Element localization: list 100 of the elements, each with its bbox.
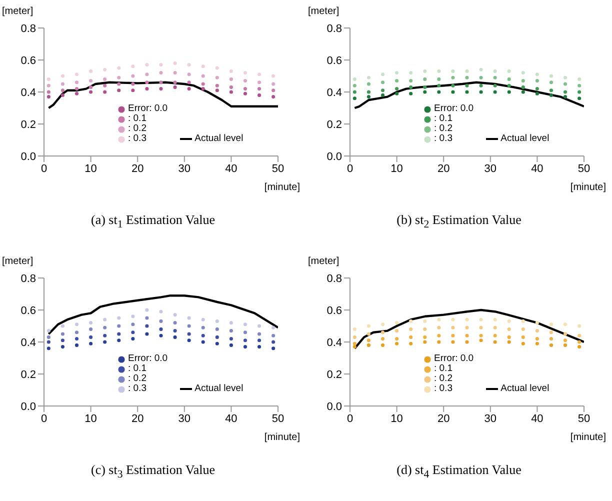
point	[493, 69, 497, 73]
point	[46, 84, 50, 88]
point	[535, 79, 539, 83]
point	[131, 322, 135, 326]
point	[243, 79, 248, 83]
point	[131, 82, 135, 86]
point	[201, 326, 205, 330]
point	[46, 95, 50, 99]
point	[563, 90, 568, 94]
point	[272, 95, 276, 99]
point	[380, 93, 385, 97]
point	[521, 71, 525, 75]
legend-label: : 0.3	[128, 133, 146, 144]
point	[257, 324, 262, 328]
point	[243, 345, 248, 349]
point	[535, 87, 539, 91]
y-tick-label: 0.2	[326, 118, 342, 131]
point	[215, 66, 219, 70]
point	[563, 322, 568, 326]
x-tick-label: 40	[531, 162, 544, 175]
point	[46, 329, 50, 333]
point	[60, 338, 65, 342]
point	[352, 345, 356, 349]
point	[257, 338, 262, 342]
point	[578, 90, 582, 94]
point	[437, 340, 441, 344]
point	[173, 335, 177, 339]
legend-label: Error: 0.0	[434, 353, 474, 364]
point	[74, 72, 79, 76]
point	[549, 330, 554, 334]
x-tick-label: 20	[131, 412, 144, 425]
point	[89, 342, 93, 346]
point	[366, 90, 371, 94]
point	[451, 326, 455, 330]
point	[46, 335, 50, 339]
point	[201, 340, 205, 344]
point	[215, 76, 219, 80]
y-tick-label: 0.2	[20, 118, 36, 131]
point	[159, 71, 163, 75]
x-tick-label: 40	[531, 412, 544, 425]
point	[145, 316, 149, 320]
point	[451, 90, 455, 94]
point	[103, 318, 107, 322]
point	[201, 82, 205, 86]
point	[465, 326, 469, 330]
point	[257, 345, 262, 349]
point	[521, 327, 525, 331]
x-tick-label: 0	[40, 412, 48, 425]
point	[352, 90, 356, 94]
point	[74, 337, 79, 341]
point	[395, 337, 399, 341]
point	[578, 340, 582, 344]
y-tick-label: 0.6	[326, 304, 342, 317]
point	[229, 343, 233, 347]
y-axis-title: [meter]	[308, 256, 340, 267]
point	[507, 327, 511, 331]
point	[437, 77, 441, 81]
point	[493, 326, 497, 330]
point	[437, 326, 441, 330]
point	[493, 76, 497, 80]
point	[493, 340, 497, 344]
point	[409, 92, 413, 96]
y-tick-label: 0.4	[326, 336, 342, 349]
point	[60, 332, 65, 336]
y-tick-label: 0.2	[20, 368, 36, 381]
x-tick-label: 50	[578, 412, 590, 425]
point	[187, 72, 191, 76]
point	[173, 313, 177, 317]
y-tick-label: 0.6	[326, 54, 342, 67]
point	[103, 84, 107, 88]
x-axis-title: [minute]	[264, 182, 300, 193]
point	[229, 77, 233, 81]
point	[380, 88, 385, 92]
point	[215, 319, 219, 323]
point	[521, 90, 525, 94]
point	[507, 69, 511, 73]
x-tick-label: 20	[437, 162, 450, 175]
point	[145, 308, 149, 312]
point	[521, 319, 525, 323]
point	[535, 321, 539, 325]
legend-label: Error: 0.0	[434, 103, 474, 114]
point	[479, 334, 483, 338]
point	[272, 74, 276, 78]
point	[60, 345, 65, 349]
point	[493, 84, 497, 88]
point	[465, 69, 469, 73]
point	[173, 80, 177, 84]
point	[451, 76, 455, 80]
x-tick-label: 30	[178, 412, 191, 425]
point	[89, 321, 93, 325]
point	[201, 74, 205, 78]
y-axis-title: [meter]	[2, 256, 34, 267]
point	[352, 84, 356, 88]
y-tick-label: 0.0	[326, 150, 342, 163]
y-axis-title: [meter]	[308, 6, 340, 17]
point	[535, 92, 539, 96]
point	[409, 79, 413, 83]
point	[423, 340, 427, 344]
point	[493, 334, 497, 338]
point	[366, 343, 371, 347]
